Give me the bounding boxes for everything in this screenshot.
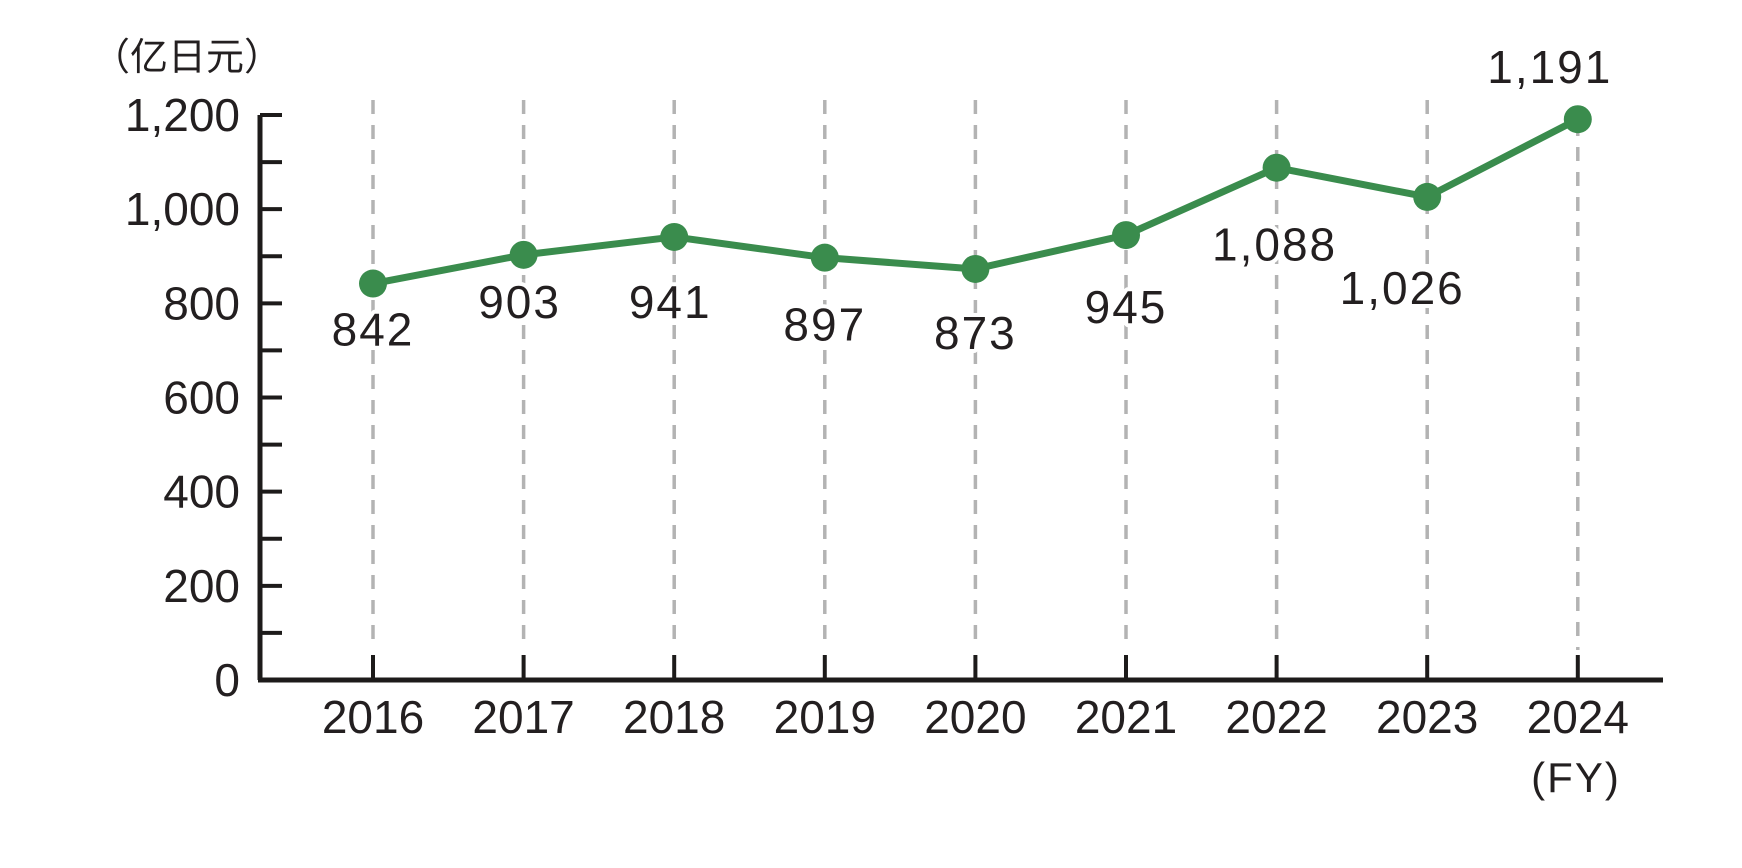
x-tick-label: 2018 (623, 691, 725, 743)
x-tick-label: 2019 (774, 691, 876, 743)
gridlines-layer (371, 100, 1580, 650)
data-point-label: 1,191 (1487, 41, 1612, 93)
labels-layer: 2016 2017 2018 2019 2020 2021 2022 2023 2024 0 200… (125, 37, 1629, 743)
y-axis-unit-label: （亿日元） (92, 37, 282, 79)
x-tick-label: 2024 (1527, 691, 1629, 743)
axes-layer (257, 113, 1663, 683)
x-tick-label: 2016 (322, 691, 424, 743)
data-point (810, 243, 839, 272)
data-point-label: 1,026 (1340, 262, 1465, 314)
data-point (1413, 182, 1442, 211)
data-point-label: 903 (478, 276, 561, 328)
y-tick-label: 1,000 (125, 183, 240, 235)
data-point (660, 222, 689, 251)
x-tick-label: 2021 (1075, 691, 1177, 743)
data-point-label: 945 (1085, 281, 1168, 333)
x-tick-label: 2023 (1376, 691, 1478, 743)
y-tick-label: 800 (163, 277, 240, 329)
x-axis-unit-label: (FY) (1531, 754, 1621, 801)
data-point (1262, 153, 1291, 182)
data-point-label: 842 (332, 304, 415, 356)
y-tick-label: 0 (214, 654, 240, 706)
data-point-label: 941 (629, 276, 712, 328)
data-point-label: 1,088 (1212, 219, 1337, 271)
y-tick-label: 200 (163, 560, 240, 612)
data-point (359, 269, 387, 298)
x-tick-label: 2017 (472, 691, 574, 743)
y-tick-label: 400 (163, 466, 240, 518)
y-tick-label: 600 (163, 372, 240, 424)
data-point (509, 240, 538, 269)
x-tick-label: 2022 (1225, 691, 1327, 743)
data-point (961, 254, 990, 283)
data-point (1112, 221, 1140, 250)
series-layer (359, 105, 1592, 298)
data-point (1563, 105, 1592, 134)
x-tick-label: 2020 (924, 691, 1026, 743)
data-point-label: 873 (934, 307, 1017, 359)
data-point-label: 897 (783, 299, 866, 351)
y-tick-label: 1,200 (125, 89, 240, 141)
